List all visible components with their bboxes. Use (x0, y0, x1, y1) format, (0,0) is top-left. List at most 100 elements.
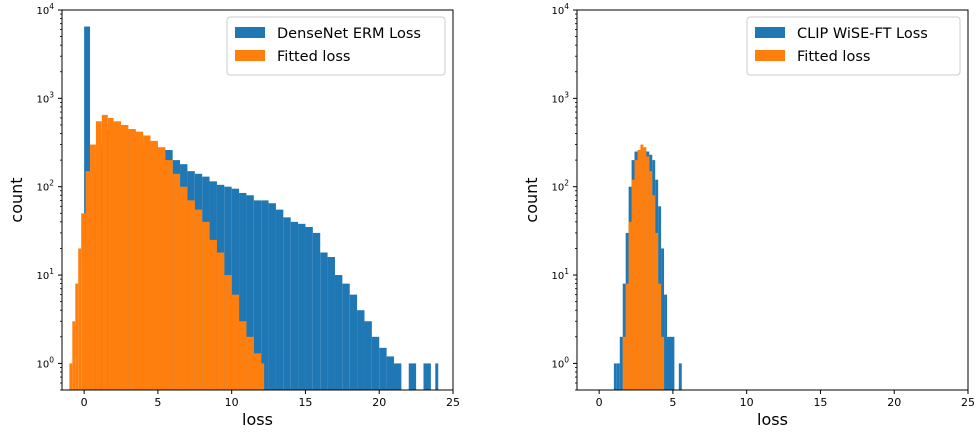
histogram-bar (678, 363, 682, 390)
x-tick-label: 0 (596, 396, 603, 409)
y-tick-label: 102 (36, 179, 54, 194)
x-tick-label: 25 (961, 396, 975, 409)
legend-swatch (755, 50, 785, 61)
histogram-bar (239, 192, 247, 390)
histogram-bar (283, 217, 291, 390)
x-axis-label: loss (757, 410, 788, 429)
y-tick-label: 103 (36, 90, 54, 105)
y-tick-label: 100 (551, 355, 569, 370)
x-tick-label: 10 (740, 396, 754, 409)
y-tick-label: 101 (36, 267, 54, 282)
histogram-bar (239, 321, 247, 390)
histogram-bar (312, 232, 321, 390)
histogram-bar (305, 226, 313, 390)
legend-label: Fitted loss (277, 49, 350, 65)
histogram-bar (150, 140, 158, 390)
histogram-bar (649, 171, 653, 390)
histogram-bar (664, 294, 667, 390)
x-tick-label: 15 (298, 396, 312, 409)
histogram-bar (290, 221, 299, 390)
histogram-bar (327, 257, 335, 390)
histogram-bar (423, 363, 431, 390)
legend: CLIP WiSE-FT Loss Fitted loss (746, 16, 961, 76)
x-tick-label: 15 (813, 396, 827, 409)
histogram-bar (622, 283, 626, 390)
histogram-bar (187, 200, 195, 390)
y-tick-label: 103 (551, 90, 569, 105)
histogram-bar (121, 124, 129, 390)
histogram-bar (628, 221, 632, 390)
histogram-bar (253, 200, 262, 390)
histogram-bar (357, 310, 365, 390)
histogram-bar (135, 131, 144, 390)
histogram-bar (275, 209, 284, 390)
histogram-bar (616, 363, 620, 390)
histogram-bar (637, 150, 641, 390)
histogram-bar (334, 275, 343, 390)
histogram-bar (261, 363, 265, 390)
histogram-bar (435, 363, 439, 390)
histogram-bar (661, 336, 665, 390)
histogram-bar (408, 363, 417, 390)
histogram-bar (349, 294, 358, 390)
histogram-bar (631, 179, 635, 390)
legend-swatch (235, 27, 265, 38)
y-tick-label: 104 (551, 2, 569, 17)
histogram-bar (613, 363, 617, 390)
y-axis-label: count (7, 177, 26, 222)
histogram-bar (261, 200, 269, 390)
histogram-bar (622, 336, 626, 390)
histogram-bar (81, 213, 86, 390)
y-axis-label: count (522, 177, 541, 222)
legend-label: Fitted loss (797, 49, 870, 65)
legend-box (746, 16, 961, 76)
x-tick-label: 5 (669, 396, 676, 409)
y-tick-label: 104 (36, 2, 54, 17)
legend-swatch (755, 27, 785, 38)
legend-box (226, 16, 446, 76)
histogram-bar (85, 171, 91, 390)
legend: DenseNet ERM Loss Fitted loss (226, 16, 446, 76)
histogram-bar (342, 283, 350, 390)
histogram-bar (619, 336, 623, 390)
x-tick-label: 20 (372, 396, 386, 409)
histogram-bar (268, 203, 276, 390)
histogram-bar (371, 336, 380, 390)
histogram-bar (634, 160, 638, 390)
histogram-bar (658, 283, 662, 390)
histogram-bar (216, 252, 225, 390)
histogram-bar (652, 195, 656, 390)
histogram-bar (231, 188, 240, 390)
histogram-bar (90, 144, 96, 390)
histogram-bar (655, 232, 659, 390)
x-tick-label: 5 (154, 396, 161, 409)
histogram-bar (202, 221, 210, 390)
histogram-bar (95, 121, 102, 390)
y-tick-label: 100 (36, 355, 54, 370)
histogram-bar (646, 156, 650, 390)
histogram-bar (379, 347, 387, 390)
histogram-bar (253, 353, 262, 390)
histogram-bar (165, 160, 173, 390)
histogram-bar (78, 248, 82, 390)
histogram-bar (75, 283, 79, 390)
histogram-bar (69, 363, 73, 390)
histogram-bar (661, 248, 665, 390)
legend-label: CLIP WiSE-FT Loss (797, 26, 928, 42)
histogram-bar (246, 336, 254, 390)
histogram-bar (231, 294, 240, 390)
series-1 (69, 114, 265, 391)
legend-swatch (235, 50, 265, 61)
histogram-bar (667, 336, 675, 390)
histogram-bar (320, 252, 328, 390)
histogram-bar (107, 117, 114, 390)
histogram-bar (640, 144, 644, 390)
histogram-bar (72, 321, 76, 390)
histogram-bar (625, 283, 629, 390)
chart-panel-0: 0 5 10 15 20 25 100 101 102 103 104 loss count DenseN… (7, 2, 460, 429)
histogram-bar (643, 147, 647, 390)
x-tick-label: 20 (887, 396, 901, 409)
histogram-bar (180, 186, 188, 390)
